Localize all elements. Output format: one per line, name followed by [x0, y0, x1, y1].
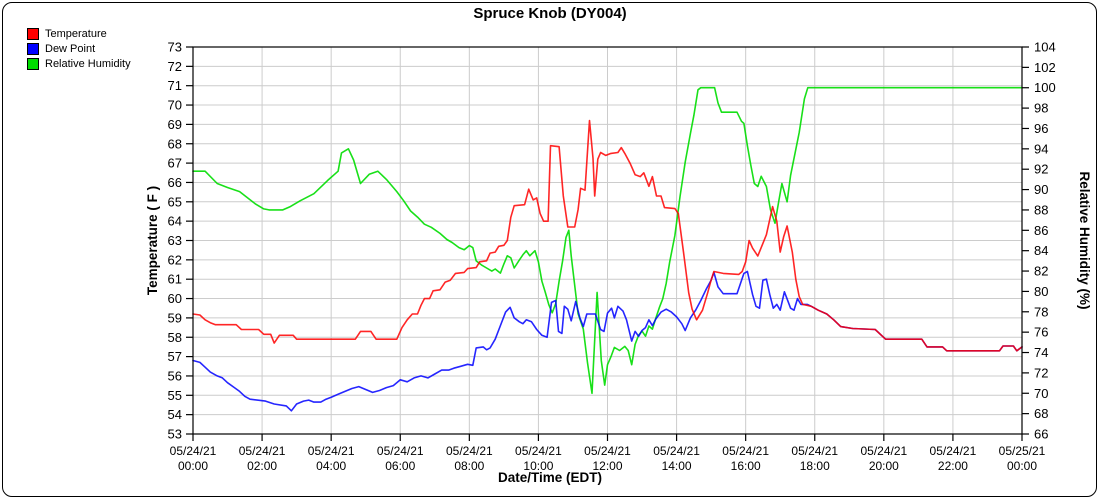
x-tick-date-label: 05/24/21 — [308, 444, 355, 458]
y-left-tick-label: 65 — [168, 194, 182, 209]
x-tick-time-label: 00:00 — [178, 459, 208, 473]
y-right-tick-label: 74 — [1034, 345, 1048, 360]
legend-swatch-icon — [27, 57, 39, 70]
x-tick-time-label: 22:00 — [938, 459, 968, 473]
x-tick-date-label: 05/25/21 — [999, 444, 1046, 458]
y-left-tick-label: 60 — [168, 291, 182, 306]
y-right-tick-label: 104 — [1034, 40, 1056, 55]
x-tick-time-label: 06:00 — [385, 459, 415, 473]
y-right-tick-label: 100 — [1034, 80, 1056, 95]
x-tick-time-label: 20:00 — [869, 459, 899, 473]
y-right-tick-label: 86 — [1034, 223, 1048, 238]
y-right-tick-label: 96 — [1034, 121, 1048, 136]
y-left-tick-label: 68 — [168, 136, 182, 151]
x-tick-time-label: 02:00 — [247, 459, 277, 473]
y-right-tick-label: 94 — [1034, 141, 1048, 156]
x-tick-date-label: 05/24/21 — [860, 444, 907, 458]
x-tick-date-label: 05/24/21 — [930, 444, 977, 458]
x-tick-date-label: 05/24/21 — [377, 444, 424, 458]
chart-title: Spruce Knob (DY004) — [473, 5, 627, 22]
y-left-tick-label: 58 — [168, 330, 182, 345]
axis-ticks — [186, 46, 1029, 441]
x-tick-date-label: 05/24/21 — [722, 444, 769, 458]
x-tick-time-label: 08:00 — [454, 459, 484, 473]
x-tick-time-label: 10:00 — [523, 459, 553, 473]
y-left-tick-label: 70 — [168, 98, 182, 113]
y-left-tick-label: 61 — [168, 272, 182, 287]
legend: Temperature Dew Point Relative Humidity — [27, 26, 131, 71]
y-right-tick-label: 84 — [1034, 243, 1048, 258]
y-right-tick-label: 90 — [1034, 182, 1048, 197]
series-line-temperature — [192, 119, 1023, 352]
y-right-tick-label: 68 — [1034, 406, 1048, 421]
axis-tick-labels: 53 54 55 56 57 58 59 60 61 62 63 64 65 66 67 68 69 70 71 72… — [168, 40, 1056, 474]
y-left-axis-title: Temperature ( F ) — [145, 186, 160, 295]
series-line-dew-point — [192, 270, 1023, 412]
y-left-tick-label: 62 — [168, 252, 182, 267]
x-tick-time-label: 18:00 — [800, 459, 830, 473]
y-left-tick-label: 63 — [168, 233, 182, 248]
x-tick-date-label: 05/24/21 — [653, 444, 700, 458]
legend-label: Relative Humidity — [45, 57, 131, 70]
x-tick-date-label: 05/24/21 — [515, 444, 562, 458]
y-left-tick-label: 54 — [168, 407, 182, 422]
y-right-tick-label: 98 — [1034, 101, 1048, 116]
y-right-tick-label: 78 — [1034, 304, 1048, 319]
y-left-tick-label: 73 — [168, 40, 182, 55]
y-right-tick-label: 82 — [1034, 264, 1048, 279]
y-left-tick-label: 69 — [168, 117, 182, 132]
legend-label: Dew Point — [45, 42, 96, 55]
y-left-tick-label: 56 — [168, 368, 182, 383]
x-tick-time-label: 16:00 — [731, 459, 761, 473]
y-right-axis-title: Relative Humidity (%) — [1077, 171, 1092, 309]
y-left-tick-label: 59 — [168, 310, 182, 325]
legend-item-temperature: Temperature — [27, 26, 131, 41]
x-tick-date-label: 05/24/21 — [584, 444, 631, 458]
x-tick-time-label: 04:00 — [316, 459, 346, 473]
y-right-tick-label: 72 — [1034, 365, 1048, 380]
x-axis-title: Date/Time (EDT) — [497, 470, 603, 485]
legend-label: Temperature — [45, 27, 107, 40]
y-left-tick-label: 67 — [168, 156, 182, 171]
legend-item-relative-humidity: Relative Humidity — [27, 56, 131, 71]
x-tick-date-label: 05/24/21 — [791, 444, 838, 458]
x-tick-time-label: 12:00 — [592, 459, 622, 473]
y-right-tick-label: 88 — [1034, 202, 1048, 217]
y-left-tick-label: 55 — [168, 388, 182, 403]
y-left-tick-label: 66 — [168, 175, 182, 190]
y-left-tick-label: 64 — [168, 214, 182, 229]
y-left-tick-label: 57 — [168, 349, 182, 364]
legend-item-dew-point: Dew Point — [27, 41, 131, 56]
x-tick-time-label: 14:00 — [662, 459, 692, 473]
y-right-tick-label: 66 — [1034, 427, 1048, 442]
y-left-tick-label: 72 — [168, 59, 182, 74]
series-line-relative-humidity — [192, 86, 1023, 395]
x-tick-date-label: 05/24/21 — [170, 444, 217, 458]
legend-swatch-icon — [27, 42, 39, 55]
legend-swatch-icon — [27, 27, 39, 40]
y-right-tick-label: 102 — [1034, 60, 1056, 75]
y-right-tick-label: 80 — [1034, 284, 1048, 299]
x-tick-date-label: 05/24/21 — [446, 444, 493, 458]
y-right-tick-label: 76 — [1034, 325, 1048, 340]
y-right-tick-label: 70 — [1034, 386, 1048, 401]
y-left-tick-label: 53 — [168, 427, 182, 442]
x-tick-time-label: 00:00 — [1007, 459, 1037, 473]
gridlines — [193, 47, 1022, 434]
x-tick-date-label: 05/24/21 — [239, 444, 286, 458]
y-left-tick-label: 71 — [168, 78, 182, 93]
y-right-tick-label: 92 — [1034, 162, 1048, 177]
